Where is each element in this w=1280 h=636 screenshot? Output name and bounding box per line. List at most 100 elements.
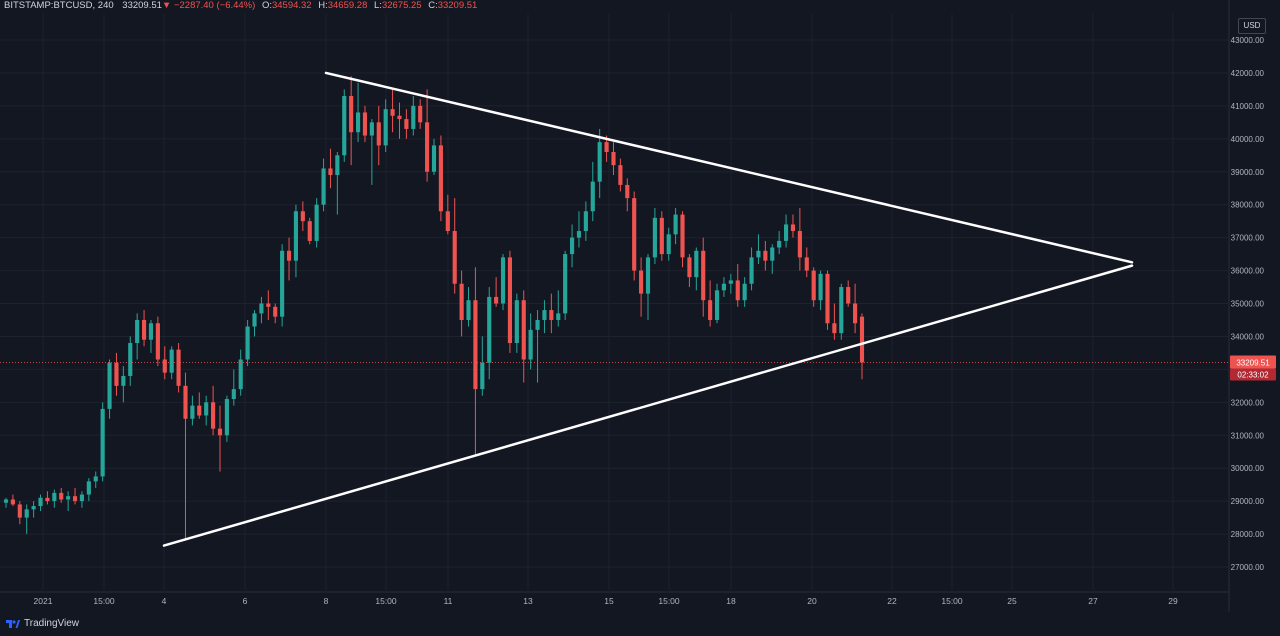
candle-body[interactable] [763, 250, 768, 261]
candle-body[interactable] [749, 257, 754, 284]
candle-body[interactable] [355, 112, 361, 133]
candle-body[interactable] [859, 316, 865, 363]
candle-body[interactable] [100, 408, 105, 477]
candle-body[interactable] [404, 119, 409, 129]
candle-body[interactable] [818, 273, 823, 301]
candle-body[interactable] [569, 237, 575, 255]
candle-body[interactable] [190, 405, 195, 419]
candle-body[interactable] [121, 375, 126, 386]
candle-body[interactable] [839, 287, 844, 334]
candle-body[interactable] [549, 310, 554, 320]
candle-body[interactable] [397, 115, 402, 120]
candle-body[interactable] [735, 280, 740, 301]
candle-body[interactable] [252, 313, 257, 327]
candle-body[interactable] [597, 142, 602, 182]
candle-body[interactable] [128, 343, 133, 376]
candle-body[interactable] [790, 224, 796, 232]
currency-label[interactable]: USD [1238, 18, 1266, 34]
candle-body[interactable] [59, 492, 64, 500]
candle-body[interactable] [321, 168, 326, 205]
candle-body[interactable] [487, 296, 492, 363]
candle-body[interactable] [542, 310, 547, 320]
candle-body[interactable] [369, 122, 374, 136]
candle-body[interactable] [52, 492, 57, 502]
symbol-name[interactable]: BITSTAMP:BTCUSD [4, 0, 93, 11]
candle-body[interactable] [224, 399, 229, 436]
candle-body[interactable] [728, 280, 733, 284]
candle-body[interactable] [466, 300, 471, 320]
candle-body[interactable] [31, 506, 36, 510]
candle-body[interactable] [38, 497, 43, 507]
candle-body[interactable] [135, 319, 140, 344]
candle-body[interactable] [680, 214, 685, 258]
candle-body[interactable] [86, 481, 91, 495]
candle-body[interactable] [286, 250, 292, 261]
candle-body[interactable] [459, 283, 464, 320]
trendline[interactable] [324, 71, 1134, 264]
candle-body[interactable] [79, 494, 85, 502]
candle-body[interactable] [659, 217, 664, 255]
candle-body[interactable] [176, 349, 181, 386]
candle-body[interactable] [563, 254, 568, 314]
candle-body[interactable] [783, 224, 789, 241]
candle-body[interactable] [514, 300, 519, 344]
candle-body[interactable] [3, 499, 9, 503]
candle-body[interactable] [742, 283, 747, 301]
candle-body[interactable] [445, 211, 450, 232]
candle-body[interactable] [535, 319, 540, 330]
candle-body[interactable] [10, 499, 15, 505]
candle-body[interactable] [756, 250, 761, 258]
candle-body[interactable] [645, 257, 651, 294]
candle-body[interactable] [611, 151, 616, 166]
candle-body[interactable] [438, 145, 443, 212]
candle-body[interactable] [797, 231, 802, 258]
candle-body[interactable] [114, 362, 119, 386]
candle-body[interactable] [328, 168, 333, 176]
candle-body[interactable] [708, 300, 713, 320]
candle-body[interactable] [494, 296, 499, 304]
candle-body[interactable] [376, 122, 381, 146]
candle-body[interactable] [280, 250, 285, 317]
candle-body[interactable] [811, 270, 816, 301]
candle-body[interactable] [556, 313, 561, 320]
candle-body[interactable] [335, 155, 340, 176]
candle-body[interactable] [390, 109, 395, 116]
candle-body[interactable] [183, 385, 188, 419]
candle-body[interactable] [204, 402, 209, 416]
candle-body[interactable] [639, 270, 644, 294]
candle-body[interactable] [17, 504, 22, 518]
candle-body[interactable] [342, 95, 347, 156]
candle-body[interactable] [72, 496, 78, 502]
candle-body[interactable] [853, 303, 858, 324]
candle-body[interactable] [804, 257, 809, 271]
candle-body[interactable] [425, 122, 430, 172]
candle-body[interactable] [293, 211, 299, 261]
candle-body[interactable] [217, 428, 223, 436]
candle-body[interactable] [583, 211, 588, 232]
candle-body[interactable] [846, 287, 851, 304]
candle-body[interactable] [500, 257, 506, 304]
candle-body[interactable] [618, 165, 623, 185]
candle-body[interactable] [169, 349, 174, 373]
trendline[interactable] [162, 264, 1134, 547]
candle-body[interactable] [521, 300, 526, 360]
candle-body[interactable] [259, 303, 264, 314]
candle-body[interactable] [652, 217, 657, 258]
candle-body[interactable] [300, 211, 305, 222]
candle-body[interactable] [314, 204, 319, 241]
candle-body[interactable] [832, 323, 837, 334]
candle-body[interactable] [418, 105, 423, 123]
candle-body[interactable] [107, 362, 112, 409]
candle-body[interactable] [590, 181, 595, 212]
candle-body[interactable] [625, 184, 630, 199]
candle-body[interactable] [24, 509, 29, 518]
candle-body[interactable] [452, 231, 457, 284]
candle-body[interactable] [673, 214, 678, 235]
candle-body[interactable] [777, 240, 782, 248]
candle-body[interactable] [666, 234, 671, 255]
candle-body[interactable] [473, 300, 478, 390]
candle-body[interactable] [266, 303, 271, 307]
candle-body[interactable] [148, 323, 154, 340]
tradingview-brand[interactable]: TradingView [6, 616, 79, 630]
